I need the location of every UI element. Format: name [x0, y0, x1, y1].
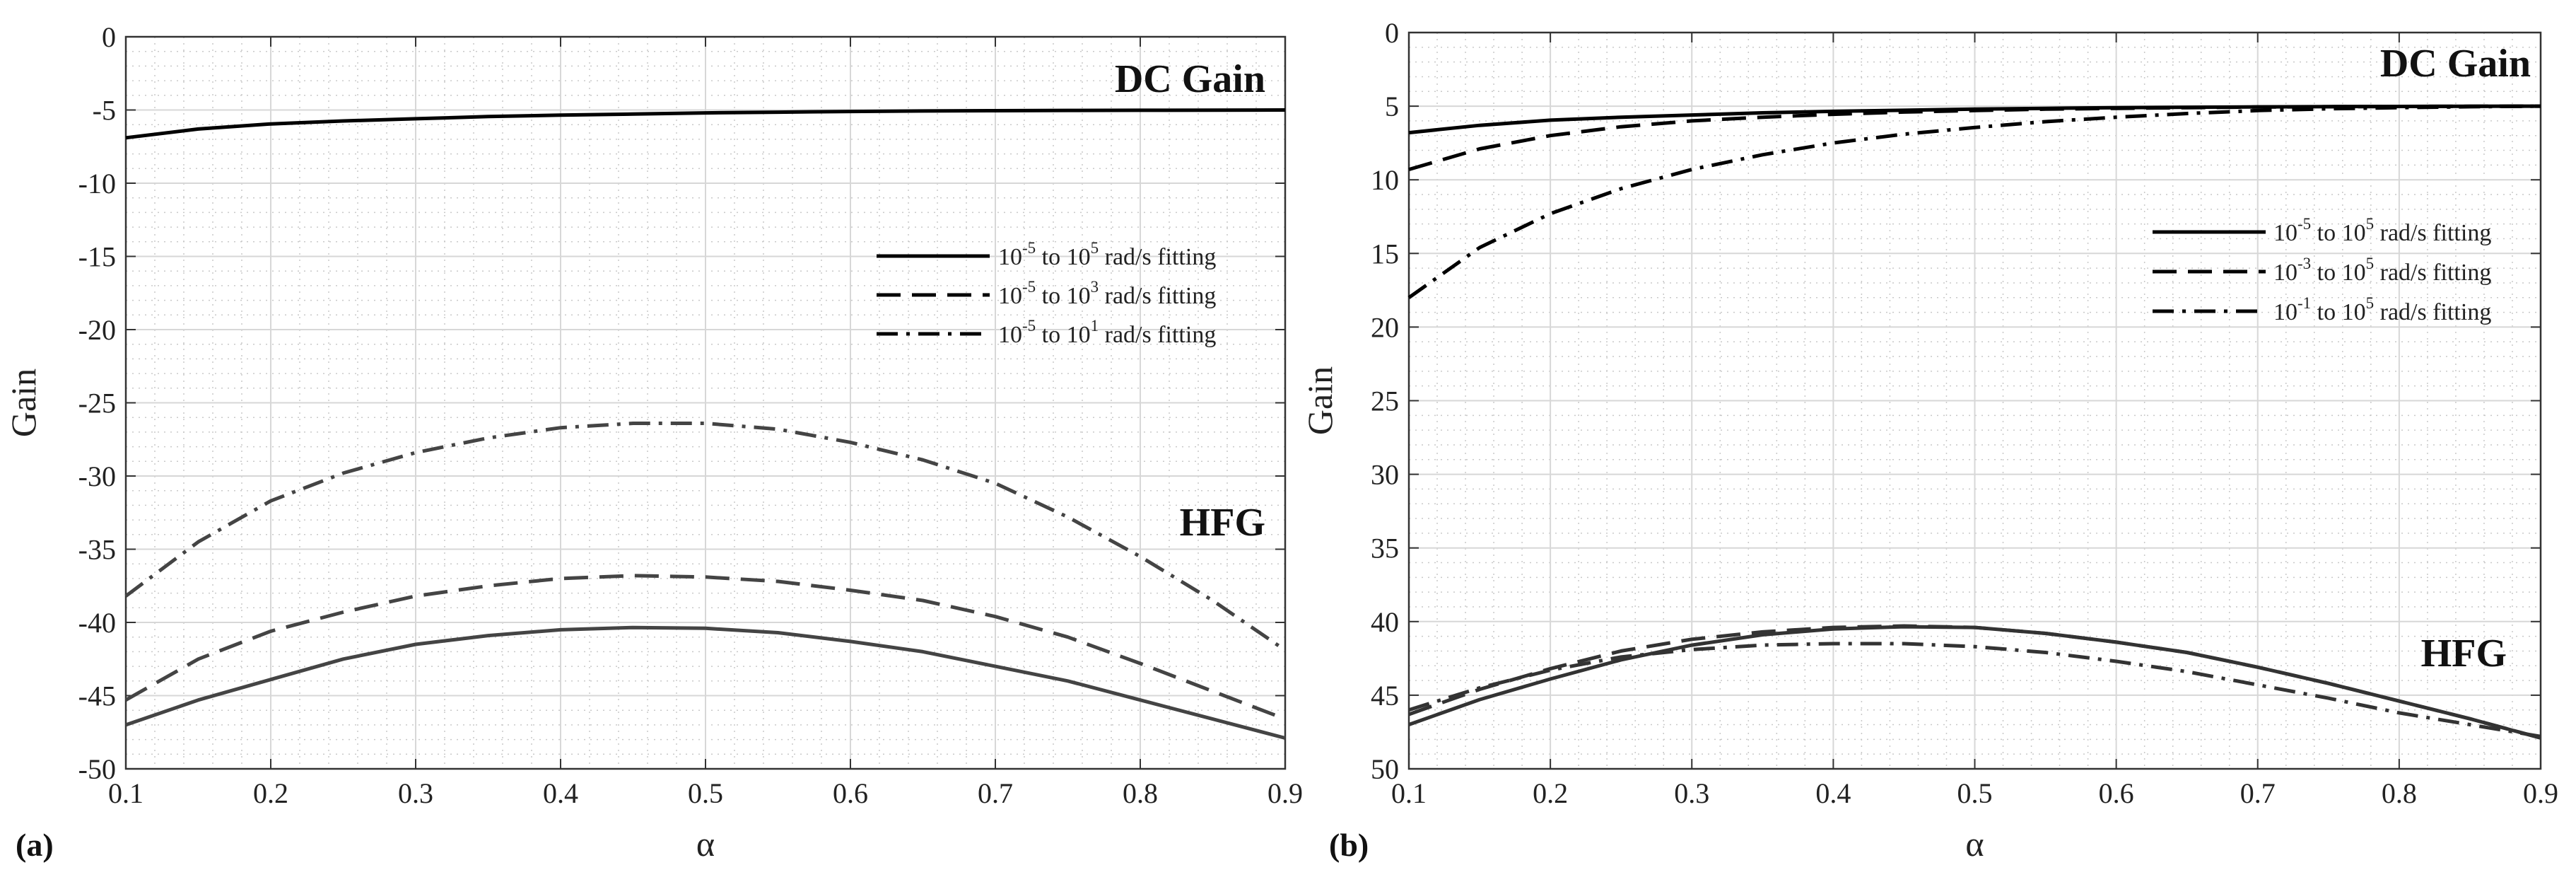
- x-tick-label: 0.9: [1267, 777, 1303, 809]
- series-line-3: [124, 574, 1286, 721]
- legend-text-part: 10: [2273, 260, 2297, 286]
- legend-text-part: -5: [1022, 278, 1036, 296]
- y-tick-label: 35: [1371, 533, 1399, 564]
- y-tick-label: -5: [93, 95, 116, 127]
- y-tick-label: -30: [78, 460, 116, 492]
- x-tick-label: 0.1: [108, 777, 144, 809]
- legend-text-part: 10: [998, 244, 1022, 270]
- x-tick-label: 0.2: [253, 777, 288, 809]
- series-line-2: [125, 625, 1286, 740]
- y-tick-label: -45: [78, 680, 116, 712]
- legend-text-part: to 10: [1036, 244, 1090, 270]
- y-tick-label: 30: [1371, 459, 1399, 491]
- y-tick-label: 25: [1371, 385, 1399, 417]
- y-tick-label: 40: [1371, 606, 1399, 638]
- x-tick-label: 0.8: [2382, 777, 2417, 809]
- legend-text-part: -1: [2297, 294, 2311, 312]
- y-tick-label: -15: [78, 241, 116, 273]
- y-tick-label: 0: [1385, 17, 1399, 49]
- legend-text-part: 1: [1091, 317, 1099, 335]
- x-tick-label: 0.1: [1391, 777, 1427, 809]
- legend-text-part: rad/s fitting: [2374, 220, 2491, 246]
- x-tick-label: 0.3: [1674, 777, 1709, 809]
- series-line-6: [1408, 642, 2541, 738]
- x-tick-label: 0.5: [688, 777, 723, 809]
- y-axis-label: Gain: [4, 369, 43, 437]
- hfg-annotation: HFG: [1180, 501, 1265, 545]
- legend-text-part: -5: [1022, 317, 1036, 335]
- chart-panel-1: 0.1 0.2 0.3 0.4 0.5 0.6 0.7 0.8 0.9 0 -5 -10 -15 -20 -…: [4, 21, 1303, 864]
- dc-gain-annotation: DC Gain: [1115, 57, 1265, 101]
- legend-text-part: to 10: [2311, 260, 2365, 286]
- x-tick-label: 0.7: [978, 777, 1013, 809]
- x-tick-label: 0.6: [2099, 777, 2134, 809]
- legend-text-part: rad/s fitting: [1099, 283, 1216, 309]
- y-tick-label: -10: [78, 168, 116, 199]
- legend-text-part: rad/s fitting: [2374, 299, 2491, 325]
- legend-entry: 10-5 to 103 rad/s fitting: [998, 278, 1216, 309]
- panel-label: (b): [1329, 827, 1369, 863]
- y-tick-label: 50: [1371, 753, 1399, 785]
- legend-text-part: 5: [2366, 255, 2375, 272]
- x-tick-label: 0.5: [1957, 777, 1993, 809]
- legend-text-part: to 10: [2311, 299, 2365, 325]
- chart-panel-2: 0.1 0.2 0.3 0.4 0.5 0.6 0.7 0.8 0.9 0 5 10 15 20 25 30 3…: [1300, 17, 2558, 864]
- x-tick-label: 0.8: [1123, 777, 1158, 809]
- legend-entry: 10-1 to 105 rad/s fitting: [2273, 294, 2491, 325]
- y-tick-label: 45: [1371, 680, 1399, 712]
- legend-text-part: rad/s fitting: [2374, 260, 2491, 286]
- x-tick-label: 0.9: [2523, 777, 2558, 809]
- y-tick-label: 15: [1371, 238, 1399, 269]
- y-tick-label: -25: [78, 388, 116, 419]
- legend-text-part: to 10: [2311, 220, 2365, 246]
- x-tick-label: 0.6: [833, 777, 868, 809]
- x-tick-label: 0.7: [2240, 777, 2276, 809]
- legend-entry: 10-5 to 105 rad/s fitting: [2273, 215, 2491, 246]
- x-tick-label: 0.3: [398, 777, 433, 809]
- legend-text-part: 5: [2366, 215, 2375, 233]
- legend-text-part: -5: [2297, 215, 2311, 233]
- series-line-1: [125, 108, 1286, 140]
- y-tick-label: 5: [1385, 91, 1399, 122]
- legend-text-part: 10: [2273, 220, 2297, 246]
- legend-text-part: -5: [1022, 239, 1036, 257]
- series-line-3: [1407, 104, 2541, 299]
- legend-text-part: 3: [1091, 278, 1099, 296]
- legend-text-part: 10: [2273, 299, 2297, 325]
- legend-text-part: 5: [2366, 294, 2375, 312]
- hfg-annotation: HFG: [2421, 632, 2507, 675]
- legend-text-part: rad/s fitting: [1099, 244, 1216, 270]
- legend-entry: 10-3 to 105 rad/s fitting: [2273, 255, 2491, 286]
- y-tick-label: -40: [78, 607, 116, 639]
- series-line-2: [1408, 104, 2541, 172]
- legend-text-part: 5: [1091, 239, 1099, 257]
- panel-label: (a): [16, 827, 54, 863]
- x-axis-label: α: [1965, 824, 1984, 864]
- y-tick-label: -20: [78, 314, 116, 346]
- series-line-5: [1408, 624, 2541, 740]
- y-tick-label: 0: [102, 21, 116, 53]
- x-tick-label: 0.4: [1815, 777, 1851, 809]
- legend-text-part: 10: [998, 322, 1022, 348]
- x-axis-label: α: [696, 824, 715, 864]
- y-tick-label: -35: [78, 534, 116, 566]
- legend-text-part: 10: [998, 283, 1022, 309]
- series-line-4: [124, 422, 1287, 652]
- legend-text-part: to 10: [1036, 322, 1090, 348]
- legend-text-part: to 10: [1036, 283, 1090, 309]
- dc-gain-annotation: DC Gain: [2380, 42, 2531, 86]
- legend-entry: 10-5 to 101 rad/s fitting: [998, 317, 1216, 348]
- y-tick-label: 20: [1371, 311, 1399, 343]
- y-tick-label: -50: [78, 753, 116, 785]
- y-axis-label: Gain: [1300, 366, 1340, 435]
- legend-entry: 10-5 to 105 rad/s fitting: [998, 239, 1216, 270]
- legend-text-part: -3: [2297, 255, 2311, 272]
- y-tick-label: 10: [1371, 164, 1399, 196]
- x-tick-label: 0.4: [543, 777, 578, 809]
- legend-text-part: rad/s fitting: [1099, 322, 1216, 348]
- x-tick-label: 0.2: [1533, 777, 1568, 809]
